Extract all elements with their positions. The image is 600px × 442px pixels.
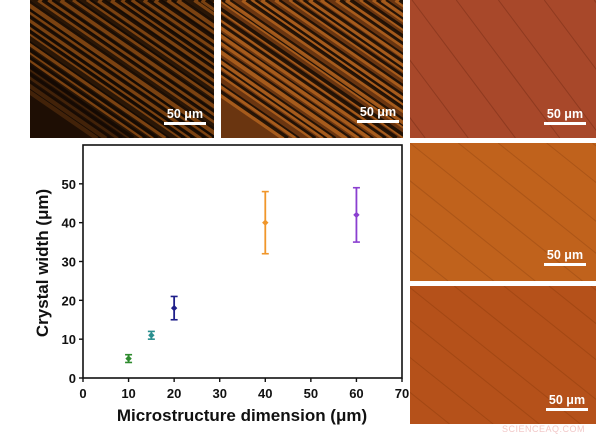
scale-bar: 50 μm xyxy=(544,248,586,266)
scale-bar: 50 μm xyxy=(544,107,586,125)
data-point xyxy=(261,190,269,255)
data-point xyxy=(147,330,155,340)
micrograph-top-left: 50 μm xyxy=(30,0,214,138)
x-tick-label: 10 xyxy=(121,386,135,401)
scale-bar-label: 50 μm xyxy=(359,105,397,119)
crystal-width-chart: 0 10 20 30 40 50 0 10 20 30 40 50 60 70 Microstructu… xyxy=(0,140,410,437)
scale-bar: 50 μm xyxy=(546,393,588,411)
scale-bar-line xyxy=(544,122,586,125)
scale-bar: 50 μm xyxy=(357,105,399,123)
data-point xyxy=(170,295,178,321)
scale-bar: 50 μm xyxy=(164,107,206,125)
x-tick-label: 0 xyxy=(79,386,86,401)
scale-bar-label: 50 μm xyxy=(166,107,204,121)
x-tick-label: 50 xyxy=(304,386,318,401)
y-tick-label: 40 xyxy=(62,216,76,231)
scale-bar-line xyxy=(357,120,399,123)
micrograph-image xyxy=(410,0,596,138)
micrograph-image xyxy=(221,0,403,138)
plot-frame xyxy=(82,144,403,379)
scale-bar-line xyxy=(546,408,588,411)
data-point xyxy=(352,186,360,243)
micrograph-bottom-right: 50 μm xyxy=(410,286,596,424)
x-tick-label: 40 xyxy=(258,386,272,401)
chart-canvas: 0 10 20 30 40 50 0 10 20 30 40 50 60 70 Microstructu… xyxy=(33,144,409,425)
x-tick-label: 20 xyxy=(167,386,181,401)
micrograph-image xyxy=(410,143,596,281)
y-tick-label: 30 xyxy=(62,255,76,270)
data-point xyxy=(125,353,133,364)
y-axis-label: Crystal width (μm) xyxy=(33,189,52,337)
scale-bar-label: 50 μm xyxy=(546,248,584,262)
scale-bar-line xyxy=(164,122,206,125)
x-tick-label: 70 xyxy=(395,386,409,401)
micrograph-image xyxy=(410,286,596,424)
data-points xyxy=(125,186,360,364)
micrograph-top-middle: 50 μm xyxy=(221,0,403,138)
y-tick-label: 20 xyxy=(62,293,76,308)
x-axis-label: Microstructure dimension (μm) xyxy=(117,406,367,425)
scale-bar-label: 50 μm xyxy=(546,107,584,121)
micrograph-middle-right: 50 μm xyxy=(410,143,596,281)
scale-bar-line xyxy=(544,263,586,266)
y-tick-label: 0 xyxy=(69,371,76,386)
y-tick-label: 10 xyxy=(62,332,76,347)
micrograph-top-right: 50 μm xyxy=(410,0,596,138)
watermark: SCIENCEAQ.COM xyxy=(502,424,586,434)
x-axis-ticks: 0 10 20 30 40 50 60 70 xyxy=(79,378,409,401)
scale-bar-label: 50 μm xyxy=(548,393,586,407)
y-axis-ticks: 0 10 20 30 40 50 xyxy=(62,177,83,386)
x-tick-label: 60 xyxy=(349,386,363,401)
y-tick-label: 50 xyxy=(62,177,76,192)
x-tick-label: 30 xyxy=(212,386,226,401)
micrograph-image xyxy=(30,0,214,138)
